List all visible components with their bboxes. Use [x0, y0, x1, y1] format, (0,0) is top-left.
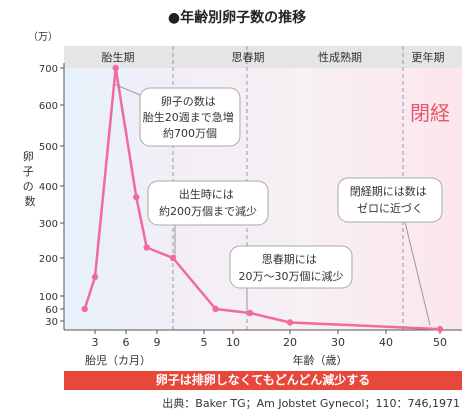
series-path [83, 66, 441, 331]
series-line [81, 64, 444, 333]
y-tick-label: 300 [39, 219, 58, 230]
callout-line: 約200万個まで減少 [159, 204, 257, 218]
phase-label-fetal: 胎生期 [102, 50, 135, 64]
y-tick-label: 30 [45, 317, 58, 328]
y-tick-label: 500 [39, 142, 58, 153]
conclusion-banner: 卵子は排卵しなくてもどんどん減少する [64, 371, 462, 390]
x-tick-label: 6 [123, 336, 130, 349]
x-axis-label-age: 年齢（歳） [293, 353, 348, 367]
menopause-label: 閉経 [410, 101, 450, 125]
y-axis-label-char: 数 [25, 195, 36, 208]
y-tick-label: 60 [45, 305, 58, 316]
x-tick-label: 3 [92, 336, 99, 349]
data-point [91, 273, 99, 281]
y-tick-label: 100 [39, 292, 58, 303]
callout-box-1 [139, 87, 241, 147]
x-tick-label: 40 [379, 336, 393, 349]
y-tick-label: 400 [39, 182, 58, 193]
x-tick-label: 50 [433, 336, 447, 349]
callout-line: 思春期には [262, 253, 317, 266]
callout-text-1: 卵子の数は 胎生20週まで急増 約700万個 [143, 95, 238, 140]
callout-box-3 [229, 245, 353, 289]
phase-label-puberty: 思春期 [232, 51, 265, 64]
y-axis-label-char: の [23, 180, 34, 193]
x-axis-label-fetal: 胎児（カ月） [85, 353, 151, 367]
data-point [133, 193, 140, 201]
x-tick-label: 30 [331, 336, 345, 349]
data-point [246, 309, 254, 317]
data-point [436, 325, 444, 333]
callout-line: 出生時には [179, 187, 234, 201]
phase-header-band [64, 46, 462, 68]
phase-label-menopause: 更年期 [412, 50, 445, 64]
x-tick-label: 20 [283, 336, 297, 349]
y-axis-label-char: 卵 [23, 150, 34, 163]
data-point [112, 64, 119, 72]
callout-text-2: 出生時には 約200万個まで減少 [159, 187, 257, 218]
y-axis-label: 卵 子 の 数 [23, 150, 38, 208]
callout-line: 胎生20週まで急増 [143, 110, 234, 124]
x-ticks: 3 6 9 5 10 20 30 40 50 [92, 330, 447, 349]
chart-title: ●年齢別卵子数の推移 [168, 9, 306, 26]
y-axis-label-char: 子 [23, 165, 34, 178]
y-tick-label: 700 [39, 64, 58, 75]
phase-label-maturity: 性成熟期 [318, 50, 362, 64]
y-tick-label: 200 [39, 254, 58, 265]
data-point [212, 305, 219, 313]
x-tick-label: 10 [226, 336, 240, 349]
callout-line: 閉経期には数は [350, 185, 427, 198]
callout-line: 卵子の数は [161, 95, 216, 108]
callout-text-3: 思春期には 20万〜30万個に減少 [239, 253, 344, 283]
callout-line: 約700万個 [163, 126, 217, 140]
callout-line: ゼロに近づく [357, 202, 423, 215]
y-unit: （万） [28, 31, 58, 43]
callout-box-4 [337, 177, 443, 223]
y-tick-label: 600 [39, 101, 58, 112]
data-point [81, 305, 88, 313]
source-citation: 出典：Baker TG；Am Jobstet Gynecol；110：746,1… [162, 397, 460, 410]
x-tick-label: 5 [201, 336, 208, 349]
x-tick-label: 9 [154, 336, 161, 349]
callout-leader-4 [404, 221, 431, 326]
callout-line: 20万〜30万個に減少 [239, 269, 344, 283]
data-point [286, 319, 294, 326]
data-point [169, 254, 177, 262]
data-point [143, 244, 150, 251]
callout-box-2 [147, 180, 269, 226]
callout-text-4: 閉経期には数は ゼロに近づく [350, 185, 431, 215]
